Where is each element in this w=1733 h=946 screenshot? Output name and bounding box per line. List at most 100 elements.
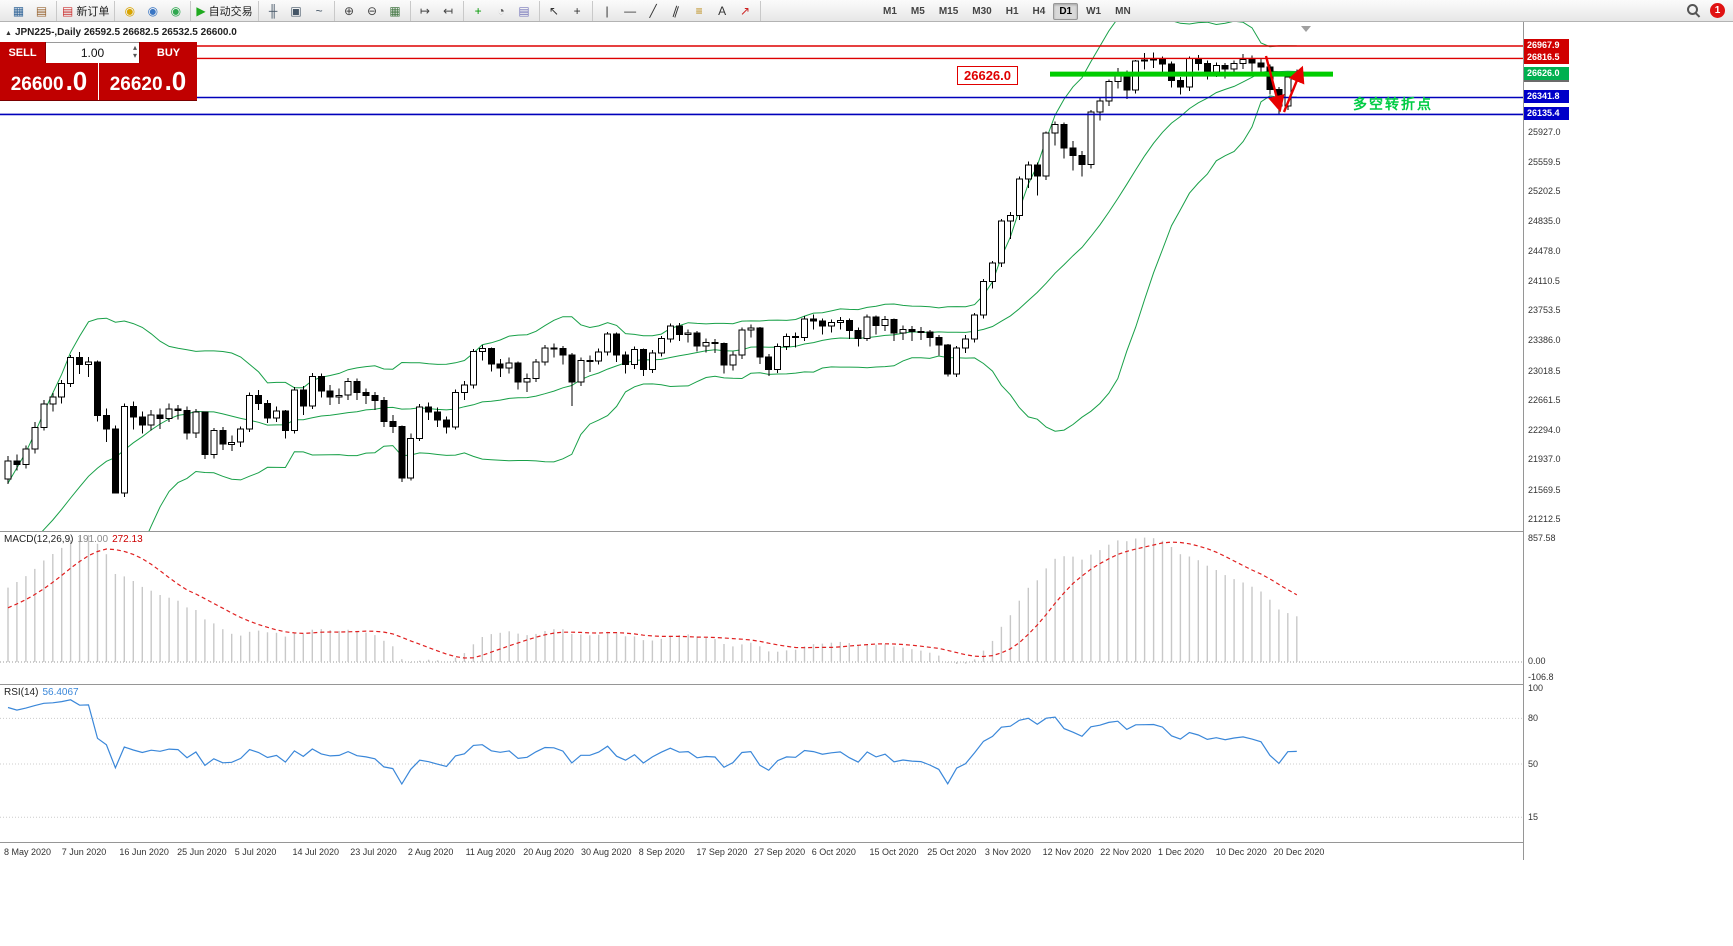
date-tick: 10 Dec 2020 xyxy=(1215,847,1267,857)
one-click-trading-panel: SELL 1.00 ▴ ▾ BUY 26600.0 26620.0 xyxy=(0,42,197,101)
volume-value: 1.00 xyxy=(80,46,105,60)
autotrading-button[interactable]: ▶ 自动交易 xyxy=(196,3,253,18)
channel-icon[interactable]: ∥ xyxy=(671,2,682,19)
price-tick: 22294.0 xyxy=(1528,425,1561,436)
date-tick: 14 Jul 2020 xyxy=(292,847,340,857)
timeframe-D1[interactable]: D1 xyxy=(1053,2,1079,20)
buy-price-main: 26620 xyxy=(109,74,163,95)
horizontal-line-icon[interactable]: — xyxy=(624,3,637,18)
date-tick: 20 Dec 2020 xyxy=(1273,847,1325,857)
rsi-tick: 100 xyxy=(1528,683,1544,693)
timeframe-M1[interactable]: M1 xyxy=(883,5,897,17)
notifications-badge[interactable]: 1 xyxy=(1710,3,1725,18)
vertical-line-icon[interactable]: | xyxy=(605,3,609,18)
price-tick: 23018.5 xyxy=(1528,365,1561,376)
timeframe-H1[interactable]: H1 xyxy=(1005,5,1019,17)
auto-scroll-icon[interactable]: ↦ xyxy=(420,3,431,18)
crosshair-icon[interactable]: + xyxy=(573,3,581,18)
macd-histogram xyxy=(7,535,1298,664)
price-tick: 21569.5 xyxy=(1528,484,1561,495)
time-scale[interactable]: 8 May 2020 7 Jun 2020 16 Jun 2020 25 Jun 20… xyxy=(0,844,1523,860)
volume-up-button[interactable]: ▴ xyxy=(132,43,137,52)
price-tick: 24835.0 xyxy=(1528,216,1561,227)
date-tick: 8 Sep 2020 xyxy=(638,847,685,857)
tile-windows-icon[interactable]: ▦ xyxy=(389,3,401,18)
volume-input[interactable]: 1.00 ▴ ▾ xyxy=(46,42,139,63)
chart-shift-marker xyxy=(1301,26,1311,32)
sell-button[interactable]: SELL xyxy=(0,42,46,63)
buy-button[interactable]: BUY xyxy=(139,42,197,63)
new-chart-icon[interactable]: ▦ xyxy=(12,3,25,18)
trend-arrow[interactable] xyxy=(1264,55,1285,113)
date-tick: 2 Aug 2020 xyxy=(407,847,454,857)
toolbar-right: 1 xyxy=(1686,3,1725,18)
chart-shift-icon[interactable]: ↤ xyxy=(443,3,454,18)
panel-splitter-macd[interactable] xyxy=(0,531,1568,532)
price-tick: 23386.0 xyxy=(1528,335,1561,346)
panel-splitter-rsi[interactable] xyxy=(0,684,1568,685)
rsi-panel xyxy=(0,699,1523,818)
timeframe-W1[interactable]: W1 xyxy=(1086,5,1102,17)
date-tick: 25 Jun 2020 xyxy=(177,847,227,857)
fibonacci-icon[interactable]: ≡ xyxy=(695,3,703,18)
volume-down-button[interactable]: ▾ xyxy=(132,51,137,60)
sell-price-main: 26600 xyxy=(10,74,64,95)
periods-icon[interactable]: ◔ xyxy=(497,3,505,18)
new-order-button[interactable]: ▤ 新订单 xyxy=(62,3,110,18)
timeframe-toolbar: M1 M5 M15 M30 H1 H4 D1 W1 MN xyxy=(876,1,1138,21)
price-level-badge: 26816.5 xyxy=(1524,51,1569,65)
timeframe-M5[interactable]: M5 xyxy=(910,5,925,17)
price-tick: 25202.5 xyxy=(1528,186,1561,197)
rsi-tick: 50 xyxy=(1528,759,1539,769)
date-tick: 17 Sep 2020 xyxy=(696,847,748,857)
date-tick: 5 Jul 2020 xyxy=(234,847,277,857)
toolbar: ▦ ▤ ▤ 新订单 ◉ ◉ ◉ ▶ 自动交易 ╫ ▣ ~ ⊕ ⊖ ▦ ↦ ↤ + ◔ ▤ ↖ + | — ╱ ∥ ≡ A ↗ M1 M5 M… xyxy=(0,0,1733,22)
macd-signal-line xyxy=(7,541,1298,659)
coins-icon[interactable]: ◉ xyxy=(124,3,136,18)
zoom-out-icon[interactable]: ⊖ xyxy=(367,3,378,18)
bar-chart-icon[interactable]: ╫ xyxy=(268,3,278,18)
timeframe-MN[interactable]: MN xyxy=(1115,5,1131,17)
price-scale[interactable]: 25927.0 25559.5 25202.5 24835.0 24478.0 24110… xyxy=(1523,22,1569,860)
empty-right-area xyxy=(1568,22,1733,946)
date-tick: 3 Nov 2020 xyxy=(984,847,1031,857)
price-tick: 21212.5 xyxy=(1528,514,1561,524)
search-icon[interactable] xyxy=(1686,3,1701,18)
macd-panel xyxy=(0,535,1523,664)
date-tick: 16 Jun 2020 xyxy=(119,847,169,857)
macd-indicator-label: MACD(12,26,9) 191.00 272.13 xyxy=(4,534,143,545)
services-icon[interactable]: ◉ xyxy=(170,3,182,18)
indicators-icon[interactable]: + xyxy=(474,3,482,18)
buy-price-button[interactable]: 26620.0 xyxy=(99,63,197,100)
price-annotation-label[interactable]: 26626.0 xyxy=(957,66,1018,85)
price-tick: 23753.5 xyxy=(1528,305,1561,316)
candlestick-chart-icon[interactable]: ▣ xyxy=(290,3,302,18)
trendline-icon[interactable]: ╱ xyxy=(649,3,657,18)
panel-splitter-dates xyxy=(0,842,1568,843)
price-level-badge: 26135.4 xyxy=(1524,107,1569,121)
timeframe-M30[interactable]: M30 xyxy=(972,5,992,17)
community-icon[interactable]: ◉ xyxy=(147,3,159,18)
zoom-in-icon[interactable]: ⊕ xyxy=(344,3,355,18)
timeframe-H4[interactable]: H4 xyxy=(1032,5,1046,17)
buy-price-frac: .0 xyxy=(164,66,187,96)
trend-arrow[interactable] xyxy=(1282,65,1305,113)
price-panel xyxy=(0,22,1523,531)
sell-price-button[interactable]: 26600.0 xyxy=(0,63,98,100)
date-tick: 27 Sep 2020 xyxy=(754,847,806,857)
date-tick: 6 Oct 2020 xyxy=(811,847,856,857)
price-level-badge: 26626.0 xyxy=(1524,67,1569,81)
price-level-badge: 26967.9 xyxy=(1524,39,1569,52)
text-icon[interactable]: A xyxy=(718,3,727,18)
note-annotation-text[interactable]: 多空转折点 xyxy=(1353,96,1433,112)
price-tick: 24110.5 xyxy=(1528,275,1560,286)
timeframe-M15[interactable]: M15 xyxy=(938,5,959,17)
rsi-tick: 80 xyxy=(1528,713,1539,724)
date-tick: 1 Dec 2020 xyxy=(1158,847,1205,857)
arrows-icon[interactable]: ↗ xyxy=(740,3,751,18)
profiles-icon[interactable]: ▤ xyxy=(35,3,48,18)
cursor-icon[interactable]: ↖ xyxy=(549,3,560,18)
templates-icon[interactable]: ▤ xyxy=(518,3,530,18)
sell-price-frac: .0 xyxy=(65,66,88,96)
line-chart-icon[interactable]: ~ xyxy=(315,3,323,18)
